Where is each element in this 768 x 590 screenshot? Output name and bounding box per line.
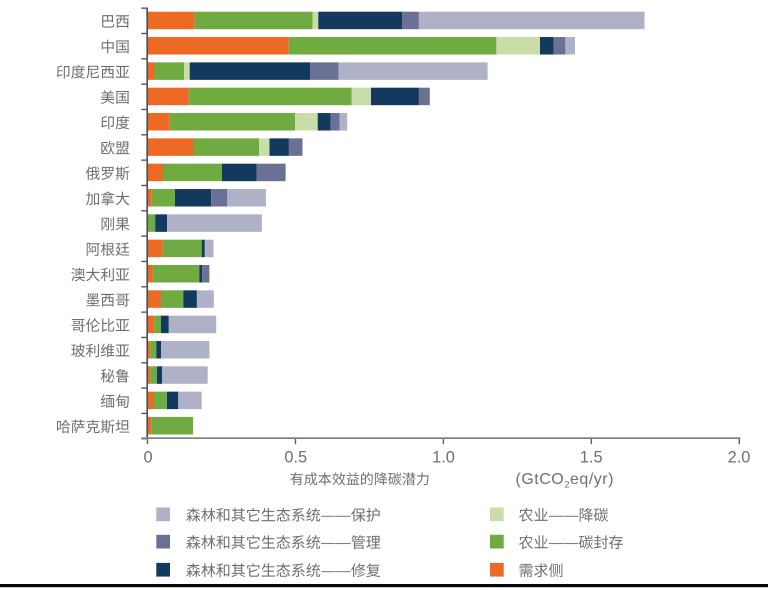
svg-text:0: 0	[143, 448, 152, 466]
svg-text:1.5: 1.5	[580, 448, 603, 466]
svg-text:0.5: 0.5	[284, 448, 307, 466]
svg-text:2.0: 2.0	[728, 448, 751, 466]
svg-text:1.0: 1.0	[432, 448, 455, 466]
svg-text:(GtCO2eq/yr): (GtCO2eq/yr)	[516, 471, 614, 491]
